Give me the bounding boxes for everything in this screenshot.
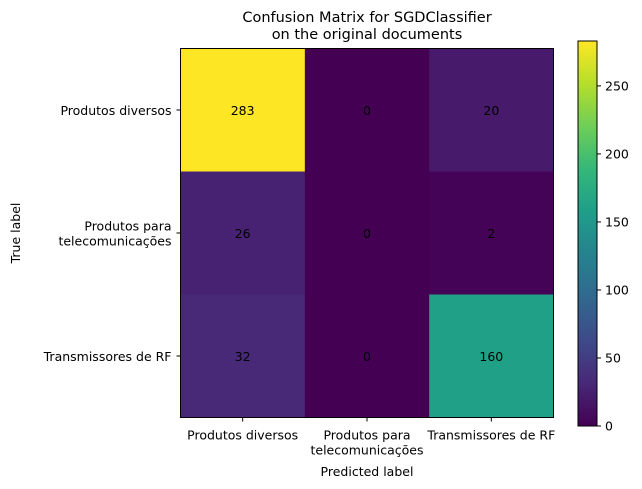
colorbar <box>577 40 598 427</box>
y-tick-label: telecomunicações <box>58 234 171 249</box>
matrix-cell-value: 2 <box>487 226 495 241</box>
matrix-cell <box>180 171 306 295</box>
y-tick-label: Produtos diversos <box>60 103 171 118</box>
x-axis-ticks: Produtos diversos Produtos paratelecomuni… <box>187 417 555 458</box>
colorbar-tick-label: 50 <box>605 350 621 365</box>
x-tick-label: Produtos para <box>323 428 410 443</box>
chart-title-line-2: on the original documents <box>272 27 463 43</box>
chart-title-line-1: Confusion Matrix for SGDClassifier <box>242 10 491 26</box>
matrix-cell-labels: 283 0 20 26 0 2 32 0 160 <box>231 103 504 364</box>
matrix-cell <box>180 48 306 172</box>
colorbar-tick-label: 250 <box>605 78 629 93</box>
matrix-cells <box>180 48 554 418</box>
matrix-cell-value: 283 <box>231 103 255 118</box>
matrix-cell-value: 26 <box>235 226 251 241</box>
y-axis-ticks: Produtos diversos Produtos paratelecomuni… <box>43 103 181 364</box>
x-tick-label: Produtos diversos <box>187 428 298 443</box>
x-tick-label: Transmissores de RF <box>426 428 555 443</box>
colorbar-tick-label: 0 <box>605 419 613 434</box>
matrix-cell <box>304 171 430 295</box>
matrix-cell <box>180 294 306 418</box>
y-tick-label: Transmissores de RF <box>43 349 172 364</box>
colorbar-tick-label: 150 <box>605 214 629 229</box>
matrix-cell-value: 0 <box>363 103 371 118</box>
matrix-cell-value: 32 <box>235 349 251 364</box>
colorbar-tick-label: 200 <box>605 146 629 161</box>
matrix-cell <box>304 48 430 172</box>
matrix-cell-value: 20 <box>483 103 499 118</box>
matrix-cell-value: 160 <box>479 349 503 364</box>
matrix-cell <box>304 294 430 418</box>
y-axis-label: True label <box>8 203 23 265</box>
matrix-cell-value: 0 <box>363 226 371 241</box>
colorbar-ticks: 0 50 100 150 200 250 <box>597 78 629 434</box>
colorbar-tick-label: 100 <box>605 282 629 297</box>
matrix-cell <box>429 171 554 295</box>
matrix-cell-value: 0 <box>363 349 371 364</box>
x-tick-label: telecomunicações <box>310 443 423 458</box>
x-axis-label: Predicted label <box>321 464 414 479</box>
y-tick-label: Produtos para <box>84 219 171 234</box>
matrix-cell <box>429 294 554 418</box>
matrix-cell <box>429 48 554 172</box>
